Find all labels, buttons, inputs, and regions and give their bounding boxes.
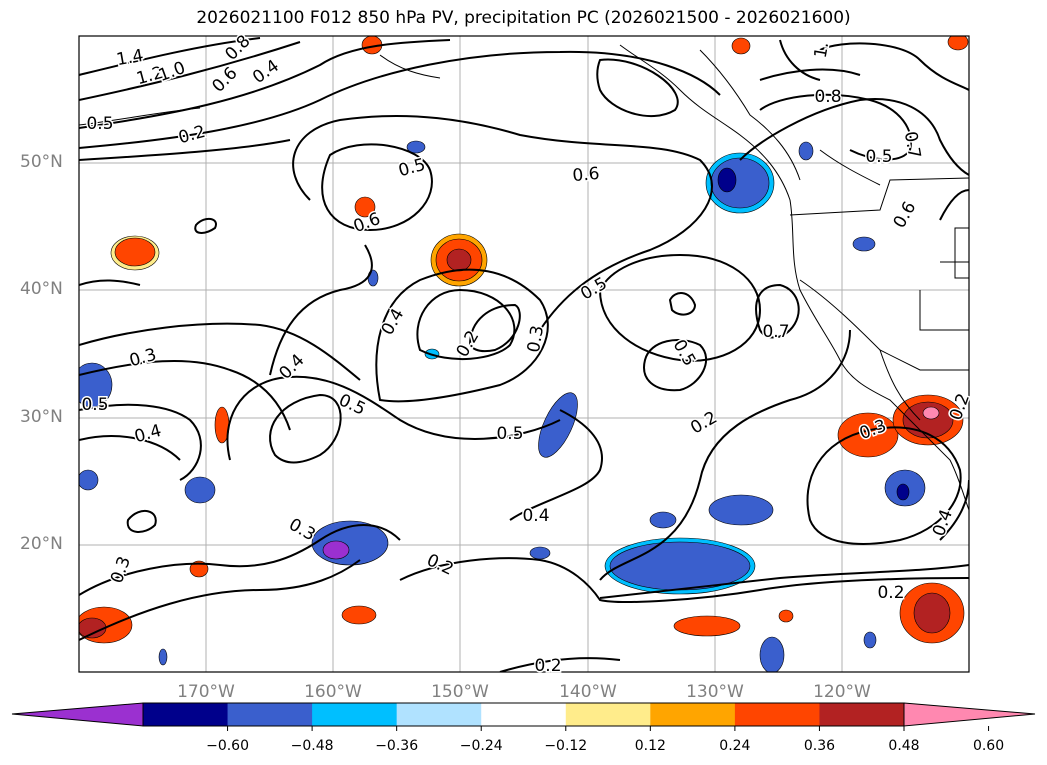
precip-patch (189, 560, 209, 578)
colorbar-segment (396, 703, 482, 726)
lon-label: 140°W (559, 682, 617, 702)
lat-label: 50°N (20, 152, 63, 172)
contour-label: 0.5 (86, 114, 113, 134)
precip-patch (708, 494, 774, 526)
contour-label: 0.2 (946, 391, 974, 423)
precip-patch (852, 236, 876, 252)
precip-patch (538, 392, 578, 458)
contour-labels: 1.41.21.0 0.60.80.40.5 0.20.5 0.60.61.0.80.… (80, 30, 976, 678)
precip-patch (759, 636, 785, 672)
contour-label: 0.4 (929, 507, 957, 539)
contour-label: 0.3 (127, 345, 158, 371)
lon-label: 160°W (304, 682, 362, 702)
precip-patch (649, 511, 677, 529)
colorbar-tick-label: −0.12 (544, 738, 588, 754)
lon-label: 130°W (686, 682, 744, 702)
precip-patch (341, 605, 377, 625)
colorbar (11, 702, 1036, 731)
colorbar-extend-max (903, 702, 1036, 727)
contour-label: 0.5 (496, 424, 523, 444)
contour-label: 0.3 (107, 554, 135, 586)
precip-patch (947, 36, 969, 51)
colorbar-segment (565, 703, 651, 726)
lon-label: 150°W (431, 682, 489, 702)
contour-label: 0.2 (424, 550, 457, 580)
contour-label: 0.8 (814, 87, 841, 107)
lat-label: 40°N (20, 279, 63, 299)
colorbar-segment (650, 703, 736, 726)
precip-patch (673, 615, 741, 637)
colorbar-tick-label: −0.60 (206, 738, 249, 754)
precip-patch (731, 37, 751, 55)
contour-label: 1.4 (115, 46, 145, 70)
contour-label: 0.7 (900, 130, 924, 160)
map-title: 2026021100 F012 850 hPa PV, precipitatio… (196, 8, 851, 28)
contour-label: 0.2 (176, 122, 207, 148)
precip-patch (158, 648, 168, 666)
precip-patches (79, 36, 969, 672)
contour-label: 0.2 (877, 583, 904, 603)
lat-label: 30°N (20, 407, 63, 427)
contour-label: 1.0 (156, 58, 188, 86)
contour-label: 0.2 (534, 656, 561, 676)
colorbar-tick-label: 0.60 (972, 738, 1005, 754)
lon-label: 120°W (813, 682, 871, 702)
precip-patch (114, 237, 156, 267)
precip-patch (778, 609, 794, 623)
colorbar-tick-label: 0.24 (719, 738, 751, 754)
colorbar-tick-label: −0.36 (375, 738, 419, 754)
contour-label: 0.5 (577, 274, 610, 305)
coastlines (79, 44, 969, 511)
colorbar-tick-label: 0.48 (888, 738, 920, 754)
contour-label: 0.2 (453, 327, 484, 360)
precip-patch (367, 269, 379, 287)
contour-label: 1. (811, 40, 834, 59)
contour-label: 0.4 (378, 305, 409, 338)
precip-patch (863, 631, 877, 649)
precip-patch (717, 167, 737, 193)
precip-patch (79, 469, 99, 491)
precip-patch (446, 248, 472, 272)
colorbar-tick-label: 0.36 (803, 738, 836, 754)
contour-label: 0.3 (524, 324, 548, 354)
precip-patch (896, 483, 910, 501)
precip-patch (922, 406, 940, 420)
precip-patch (322, 540, 350, 560)
precip-patch (406, 140, 426, 154)
colorbar-segment (312, 703, 398, 726)
precip-patch (79, 617, 107, 639)
precip-patch (354, 196, 376, 218)
contour-label: 0.6 (890, 198, 921, 231)
contour-label: 0.6 (572, 164, 601, 186)
pv-contours (79, 37, 969, 672)
precip-patch (184, 476, 216, 504)
colorbar-segment (481, 703, 567, 726)
lon-label: 170°W (177, 682, 235, 702)
precip-patch (798, 141, 814, 161)
contour-label: 0.5 (669, 336, 700, 369)
lat-label: 20°N (20, 534, 63, 554)
colorbar-segment (734, 703, 820, 726)
contour-label: 0.4 (522, 506, 549, 526)
contour-label: 0.5 (396, 155, 427, 181)
colorbar-tick-label: 0.12 (634, 738, 666, 754)
contour-label: 0.5 (81, 395, 108, 415)
contour-label: 0.6 (351, 209, 383, 237)
colorbar-segment (819, 703, 905, 726)
precip-patch (913, 592, 951, 634)
colorbar-extend-min (11, 702, 144, 727)
precip-patch (311, 520, 389, 566)
contour-label: 0.2 (687, 408, 720, 439)
colorbar-tick-label: −0.48 (290, 738, 334, 754)
precip-patch (837, 412, 899, 458)
colorbar-tick-label: −0.24 (459, 738, 503, 754)
plot-frame (78, 35, 970, 673)
colorbar-segment (227, 703, 313, 726)
contour-label: 0.4 (132, 421, 163, 447)
contour-label: 0.5 (865, 147, 892, 167)
precip-patch (529, 546, 551, 560)
contour-label: 0.7 (762, 322, 789, 342)
colorbar-segment (143, 703, 229, 726)
